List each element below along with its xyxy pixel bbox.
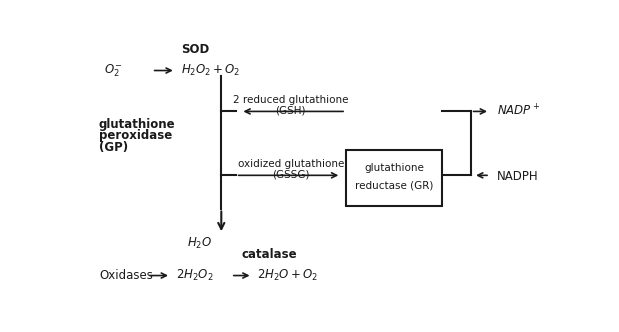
Text: glutathione: glutathione bbox=[99, 118, 176, 131]
Text: peroxidase: peroxidase bbox=[99, 129, 172, 142]
Text: 2 reduced glutathione: 2 reduced glutathione bbox=[233, 95, 348, 105]
Text: $H_2O$: $H_2O$ bbox=[187, 235, 212, 251]
Text: catalase: catalase bbox=[241, 248, 297, 261]
Text: NADPH: NADPH bbox=[497, 170, 539, 183]
Text: (GP): (GP) bbox=[99, 141, 128, 154]
Text: $O_2^{-}$: $O_2^{-}$ bbox=[104, 62, 122, 79]
Text: oxidized glutathione: oxidized glutathione bbox=[238, 159, 344, 169]
Text: (GSH): (GSH) bbox=[275, 105, 306, 115]
Bar bbox=[346, 150, 442, 206]
Text: SOD: SOD bbox=[181, 43, 209, 56]
Text: $2H_2O + O_2$: $2H_2O + O_2$ bbox=[258, 268, 319, 283]
Text: $NADP^+$: $NADP^+$ bbox=[497, 104, 540, 119]
Text: $H_2O_2 + O_2$: $H_2O_2 + O_2$ bbox=[181, 63, 240, 78]
Text: Oxidases: Oxidases bbox=[99, 269, 153, 282]
Text: (GSSG): (GSSG) bbox=[272, 169, 310, 179]
Text: reductase (GR): reductase (GR) bbox=[355, 181, 433, 191]
Text: glutathione: glutathione bbox=[364, 163, 424, 173]
Text: $2H_2O_2$: $2H_2O_2$ bbox=[176, 268, 214, 283]
